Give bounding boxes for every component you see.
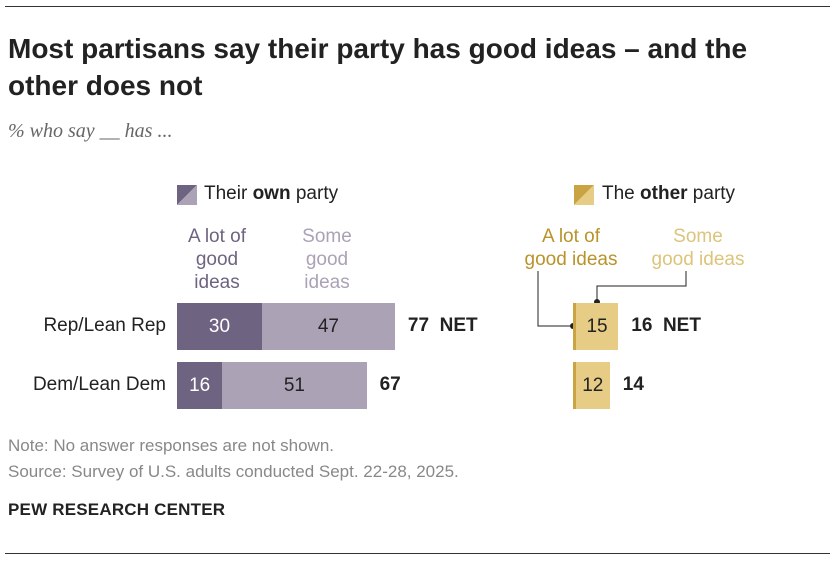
- net-value-own-dem: 67: [379, 374, 401, 395]
- connector-some: [596, 271, 687, 302]
- legend-own-label: Their own party: [204, 183, 339, 204]
- bar-own-some-rep: 47: [261, 303, 395, 350]
- header-other-some: Some good ideas: [651, 226, 745, 270]
- legend-other-swatch: [574, 185, 594, 205]
- brand-logo-text: PEW RESEARCH CENTER: [8, 500, 226, 519]
- net-value-own-rep: 77 NET: [407, 315, 478, 336]
- legend-other-label: The other party: [602, 183, 736, 204]
- bar-value-label: 51: [283, 374, 305, 396]
- top-rule: [5, 6, 830, 7]
- bar-other-lot-rep: [573, 303, 576, 350]
- bar-value-label: 12: [582, 374, 604, 396]
- header-other-lot: A lot of good ideas: [524, 226, 618, 270]
- bar-own-lot-rep: 30: [177, 303, 262, 350]
- bar-value-label: 16: [189, 374, 211, 396]
- source-text: Source: Survey of U.S. adults conducted …: [8, 462, 459, 481]
- bar-own-some-dem: 51: [222, 362, 367, 409]
- legend-own-swatch: [177, 185, 197, 205]
- header-own-some: Some good ideas: [302, 226, 352, 293]
- bar-own-lot-dem: 16: [177, 362, 223, 409]
- bar-other-some-dem: 12: [575, 362, 610, 409]
- bar-other-lot-dem: [573, 362, 576, 409]
- row-label-rep: Rep/Lean Rep: [43, 315, 166, 336]
- bottom-rule: [5, 553, 830, 554]
- bar-value-label: 47: [317, 315, 339, 337]
- connector-lot: [537, 271, 573, 327]
- header-own-lot: A lot of good ideas: [187, 226, 247, 293]
- chart-title: Most partisans say their party has good …: [8, 33, 748, 101]
- bar-value-label: 15: [586, 315, 608, 337]
- net-value-other-dem: 14: [622, 374, 644, 395]
- note-text: Note: No answer responses are not shown.: [8, 436, 335, 455]
- bar-other-some-rep: 15: [575, 303, 619, 350]
- row-label-dem: Dem/Lean Dem: [32, 374, 166, 395]
- bar-value-label: 30: [208, 315, 231, 337]
- net-value-other-rep: 16 NET: [631, 315, 701, 336]
- chart-subtitle: % who say __ has ...: [8, 120, 173, 142]
